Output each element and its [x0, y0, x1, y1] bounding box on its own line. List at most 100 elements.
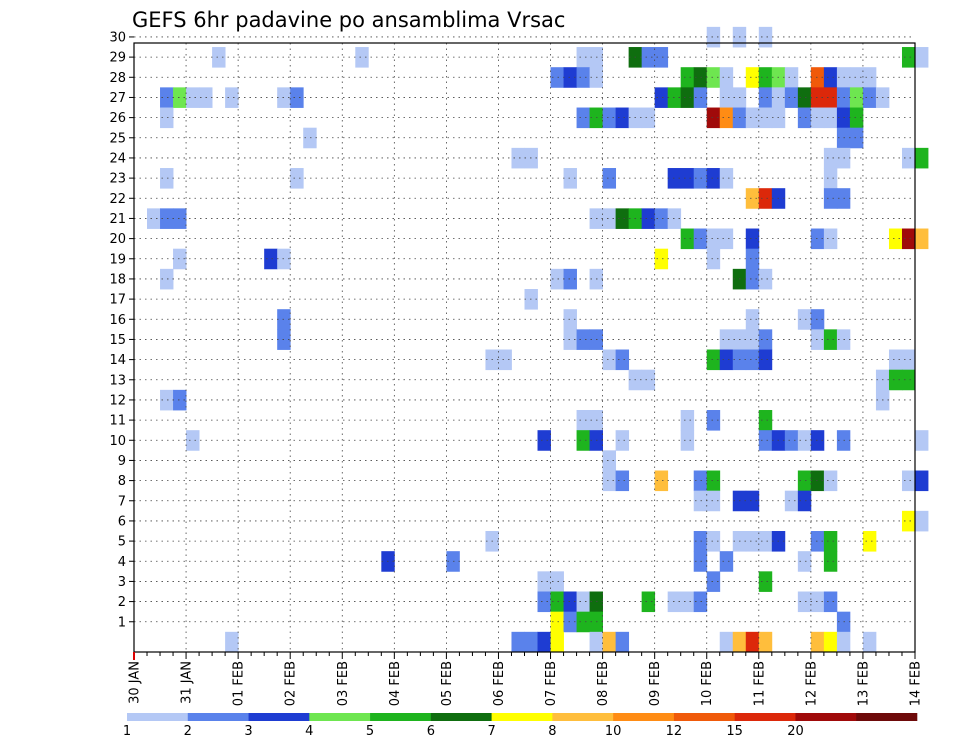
heatmap-cell	[719, 67, 734, 88]
x-tick-label: 13 FEB	[856, 661, 871, 706]
x-tick-label: 05 FEB	[440, 661, 455, 706]
heatmap-cell	[537, 591, 551, 613]
colorbar-label: 12	[666, 724, 683, 739]
heatmap-cell	[758, 268, 773, 290]
heatmap-cell	[862, 531, 877, 552]
heatmap-cell	[849, 87, 864, 108]
heatmap-cell	[823, 329, 838, 350]
heatmap-cell	[745, 490, 760, 512]
y-tick-label: 6	[118, 514, 126, 529]
heatmap-cell	[498, 349, 512, 371]
heatmap-cell	[173, 389, 187, 411]
heatmap-cell	[810, 591, 825, 613]
heatmap-cell	[173, 248, 187, 270]
heatmap-cell	[550, 631, 564, 653]
heatmap-cell	[706, 168, 721, 189]
heatmap-cell	[355, 47, 369, 68]
heatmap-cell	[602, 631, 617, 653]
heatmap-cell	[836, 631, 851, 653]
heatmap-cell	[745, 309, 760, 330]
heatmap-cell	[537, 571, 551, 592]
heatmap-cell	[615, 631, 630, 653]
heatmap-cell	[745, 228, 760, 250]
heatmap-cell	[823, 470, 838, 492]
heatmap-cell	[615, 470, 630, 492]
x-tick-label: 02 FEB	[284, 661, 299, 706]
heatmap-cell	[212, 47, 226, 68]
heatmap-cell	[706, 228, 721, 250]
heatmap-cell	[576, 67, 590, 88]
heatmap-cell	[784, 490, 799, 512]
heatmap-cell	[758, 26, 773, 48]
colorbar-swatch	[734, 713, 796, 721]
heatmap-cell	[706, 26, 721, 48]
heatmap-cell	[901, 369, 916, 391]
x-tick-label: 12 FEB	[804, 661, 819, 706]
heatmap-cell	[758, 67, 773, 88]
heatmap-cell	[797, 87, 812, 108]
heatmap-cell	[915, 228, 929, 250]
heatmap-cell	[706, 349, 721, 371]
heatmap-cell	[602, 168, 617, 189]
heatmap-cell	[160, 87, 174, 108]
heatmap-cell	[745, 329, 760, 350]
heatmap-cell	[654, 47, 669, 68]
heatmap-cell	[693, 551, 708, 572]
heatmap-cell	[810, 631, 825, 653]
heatmap-cell	[576, 107, 590, 129]
heatmap-cell	[693, 87, 708, 108]
heatmap-cell	[862, 87, 877, 108]
heatmap-cell	[810, 531, 825, 552]
heatmap-cell	[563, 67, 577, 88]
heatmap-cell	[797, 490, 812, 512]
heatmap-cell	[680, 168, 695, 189]
colorbar-swatch	[309, 713, 371, 721]
x-tick-label: 06 FEB	[492, 661, 507, 706]
heatmap-cell	[823, 67, 838, 88]
heatmap-cell	[602, 450, 617, 471]
y-tick-label: 1	[118, 615, 126, 630]
heatmap-cell	[915, 47, 929, 68]
y-tick-label: 8	[118, 474, 126, 489]
heatmap-cell	[745, 268, 760, 290]
heatmap-cell	[784, 67, 799, 88]
heatmap-cell	[901, 349, 916, 371]
chart-title: GEFS 6hr padavine po ansamblima Vrsac	[132, 8, 565, 32]
heatmap-cell	[758, 87, 773, 108]
colorbar-swatch	[552, 713, 614, 721]
colorbar-label: 20	[787, 724, 804, 739]
y-tick-label: 10	[109, 434, 126, 449]
heatmap-cell	[719, 349, 734, 371]
heatmap-cell	[693, 470, 708, 492]
colorbar-swatch	[856, 713, 918, 721]
heatmap-cell	[602, 470, 617, 492]
y-tick-label: 15	[109, 333, 126, 348]
heatmap-cell	[719, 87, 734, 108]
heatmap-cell	[290, 87, 304, 108]
heatmap-cell	[915, 510, 929, 532]
heatmap-cell	[823, 107, 838, 129]
y-tick-label: 21	[109, 212, 126, 227]
y-tick-label: 16	[109, 313, 126, 328]
heatmap-cell	[550, 268, 564, 290]
y-tick-label: 19	[109, 252, 126, 267]
heatmap-cell	[654, 470, 669, 492]
heatmap-cell	[160, 268, 174, 290]
heatmap-cell	[173, 87, 187, 108]
colorbar-swatch	[491, 713, 553, 721]
heatmap-cell	[693, 67, 708, 88]
colorbar: 1 2 3 4 5 6 7 8 10 12 15 20	[123, 713, 918, 739]
heatmap-cell	[680, 591, 695, 613]
colorbar-swatch	[248, 713, 310, 721]
heatmap-cell	[823, 87, 838, 108]
heatmap-cell	[290, 168, 304, 189]
heatmap-cell	[901, 147, 916, 169]
heatmap-cell	[758, 531, 773, 552]
y-tick-label: 5	[118, 535, 126, 550]
x-tick-label: 10 FEB	[700, 661, 715, 706]
heatmap-cell	[524, 631, 538, 653]
heatmap-cell	[797, 107, 812, 129]
heatmap-cell	[511, 147, 525, 169]
heatmap-cell	[849, 107, 864, 129]
